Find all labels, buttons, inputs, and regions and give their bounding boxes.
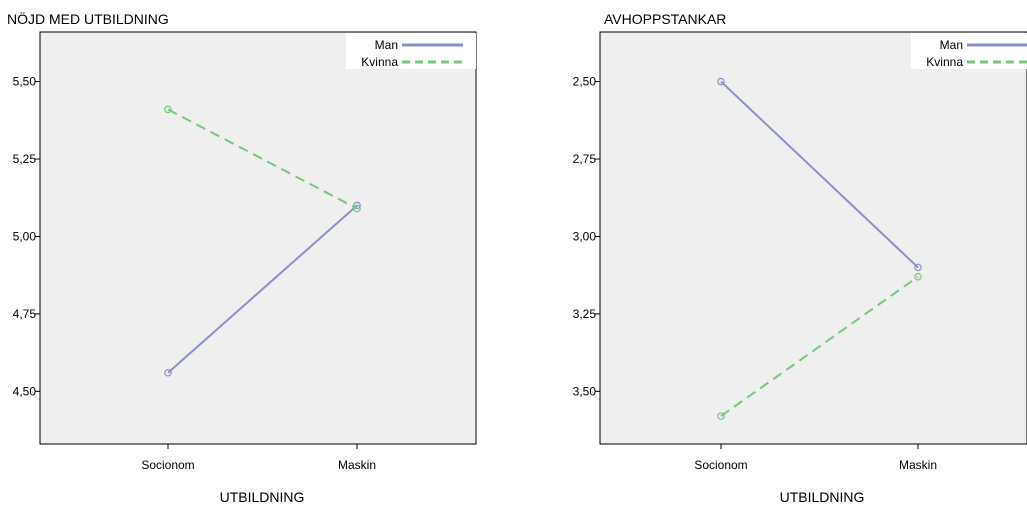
x-tick-label: Socionom [694, 458, 747, 472]
chart-title: NÖJD MED UTBILDNING [7, 10, 169, 27]
y-tick-label: 2,75 [573, 152, 597, 166]
legend: Man Kvinna [346, 33, 476, 69]
data-point-kvinna [353, 204, 361, 213]
data-point-kvinna [164, 105, 172, 114]
data-point-man [914, 263, 922, 272]
data-point-man [717, 77, 725, 86]
legend-label-kvinna: Kvinna [361, 55, 398, 69]
y-tick-label: 3,25 [573, 307, 597, 321]
legend-label-man: Man [375, 38, 398, 52]
x-axis-title: UTBILDNING [780, 489, 865, 505]
x-axis-title: UTBILDNING [220, 489, 305, 505]
y-tick-label: 3,50 [573, 384, 597, 398]
legend-label-man: Man [940, 38, 963, 52]
legend: Man Kvinna [911, 33, 1027, 69]
series-line-kvinna [167, 108, 358, 210]
y-tick-label: 3,00 [573, 229, 597, 243]
x-tick-label: Maskin [338, 458, 376, 472]
plot-area [599, 31, 1027, 445]
chart-title: AVHOPPSTANKAR [604, 11, 726, 27]
data-point-kvinna [717, 412, 725, 420]
data-point-man [353, 201, 361, 210]
series-line-man [167, 204, 358, 374]
title-backdrop [39, 12, 299, 31]
y-tick-label: 4,50 [13, 384, 37, 398]
y-tick-label: 2,50 [573, 75, 597, 89]
plot-area [39, 31, 477, 445]
y-tick-label: 5,00 [13, 229, 37, 243]
chart-panel-1: NÖJD MED UTBILDNING 4,50 4,75 5,00 5,25 5,50 S… [7, 10, 477, 505]
y-tick-label: 4,75 [13, 307, 37, 321]
legend-label-kvinna: Kvinna [926, 55, 963, 69]
data-point-man [164, 368, 172, 377]
x-tick-label: Socionom [141, 458, 194, 472]
series-line-kvinna [720, 275, 919, 417]
y-tick-label: 5,50 [13, 75, 37, 89]
data-point-kvinna [914, 272, 922, 281]
title-backdrop [599, 12, 859, 31]
chart-panel-2: AVHOPPSTANKAR 2,50 2,75 3,00 3,25 3,50 Sociono… [573, 11, 1027, 505]
x-tick-label: Maskin [899, 458, 937, 472]
y-tick-label: 5,25 [13, 152, 37, 166]
series-line-man [720, 80, 919, 269]
